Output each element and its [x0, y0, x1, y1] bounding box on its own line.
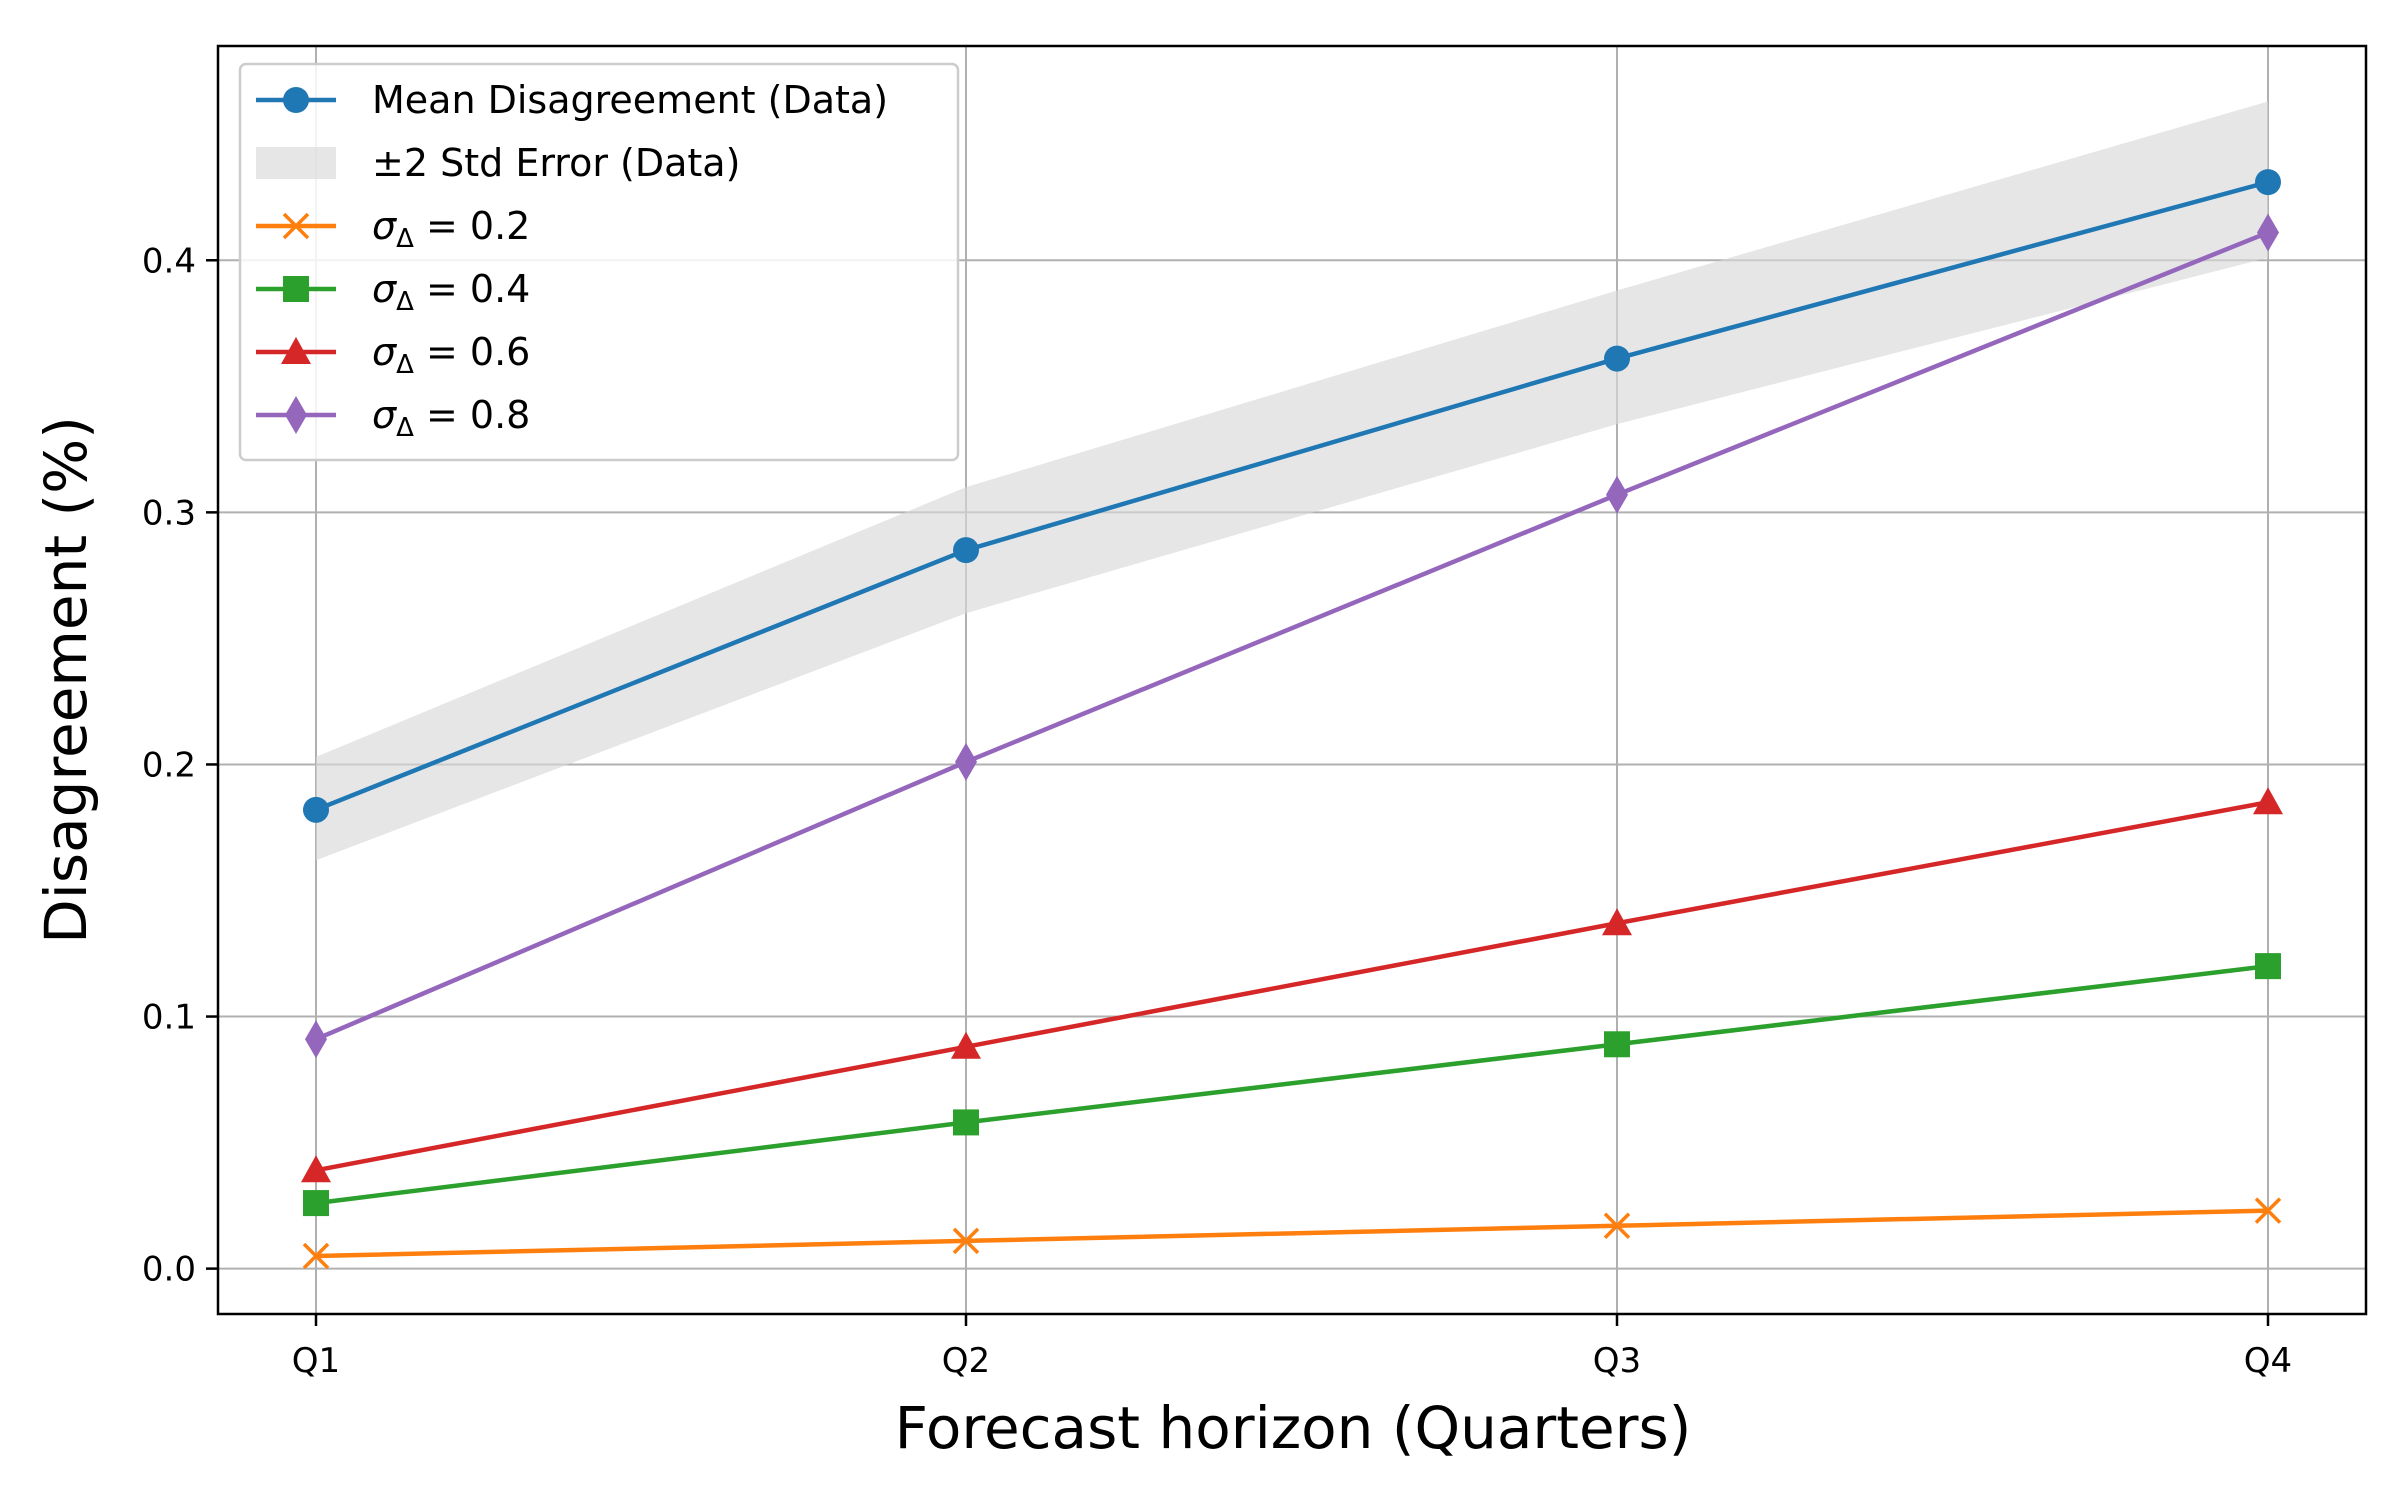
std-error-band: [316, 101, 2268, 861]
legend-label: σΔ = 0.2: [372, 204, 530, 254]
marker-shape: [1606, 475, 1628, 514]
data-point: [953, 537, 979, 564]
marker-shape: [285, 396, 307, 434]
legend-label: σΔ = 0.6: [372, 330, 530, 380]
legend-subscript: Δ: [396, 287, 414, 317]
y-tick-label: 0.0: [142, 1250, 196, 1290]
data-point: [301, 1155, 331, 1183]
x-tick-label: Q3: [1593, 1341, 1641, 1381]
marker-shape: [305, 1020, 327, 1059]
legend-sigma: σ: [372, 330, 398, 374]
marker-shape: [1604, 1031, 1630, 1058]
data-point: [1606, 475, 1628, 514]
y-tick-label: 0.1: [142, 998, 196, 1038]
marker-shape: [283, 87, 309, 113]
data-point: [2254, 1197, 2282, 1224]
legend-value: = 0.6: [414, 330, 530, 374]
data-point: [1604, 345, 1630, 372]
data-point: [305, 1020, 327, 1059]
data-point: [302, 1242, 330, 1270]
x-tick-label: Q2: [942, 1341, 990, 1381]
legend-band-swatch: [256, 147, 336, 179]
legend-box: [238, 62, 960, 462]
data-point: [1604, 1031, 1630, 1058]
marker-shape: [2257, 213, 2279, 252]
marker-shape: [301, 1155, 331, 1183]
marker-shape: [303, 1190, 329, 1217]
data-point: [2253, 787, 2283, 815]
marker-shape: [2253, 787, 2283, 815]
marker-shape: [1603, 1212, 1631, 1240]
legend-sigma: σ: [372, 267, 398, 311]
legend-marker: [283, 87, 309, 113]
marker-shape: [953, 1109, 979, 1136]
marker-shape: [955, 742, 977, 781]
legend-label: ±2 Std Error (Data): [372, 141, 740, 185]
legend-value: = 0.2: [414, 204, 530, 248]
marker-shape: [302, 1242, 330, 1270]
marker-shape: [283, 276, 309, 302]
legend-value: = 0.4: [414, 267, 530, 311]
data-point: [1603, 1212, 1631, 1240]
legend-label: σΔ = 0.8: [372, 393, 530, 443]
series-line: [315, 800, 2269, 1173]
series-line: [315, 963, 2269, 1206]
legend-subscript: Δ: [396, 350, 414, 380]
series-line: [315, 179, 2269, 812]
legend-subscript: Δ: [396, 224, 414, 254]
legend-sigma: σ: [372, 393, 398, 437]
series-line: [315, 230, 2269, 1042]
legend-marker: [282, 212, 310, 240]
marker-shape: [2255, 953, 2281, 980]
legend: Mean Disagreement (Data) ±2 Std Error (Da…: [238, 62, 960, 462]
legend-marker: [285, 396, 307, 434]
data-point: [303, 1190, 329, 1217]
marker-shape: [2255, 169, 2281, 196]
series-line: [315, 1208, 2269, 1259]
x-axis-label: Forecast horizon (Quarters): [895, 1394, 1692, 1462]
marker-shape: [2254, 1197, 2282, 1224]
marker-shape: [303, 796, 329, 823]
marker-shape: [952, 1227, 980, 1255]
marker-shape: [953, 537, 979, 564]
legend-label: σΔ = 0.4: [372, 267, 530, 317]
data-point: [1602, 908, 1632, 936]
data-point: [2255, 169, 2281, 196]
data-point: [952, 1227, 980, 1255]
data-point: [953, 1109, 979, 1136]
y-tick-label: 0.4: [142, 241, 196, 281]
x-tick-label: Q4: [2244, 1341, 2292, 1381]
data-point: [2257, 213, 2279, 252]
legend-marker: [281, 337, 311, 364]
plot-frame: [216, 44, 2368, 1316]
marker-shape: [282, 212, 310, 240]
y-axis-label: Disagreement (%): [32, 416, 100, 944]
data-point: [2255, 953, 2281, 980]
data-point: [955, 742, 977, 781]
legend-subscript: Δ: [396, 413, 414, 443]
y-tick-label: 0.3: [142, 493, 196, 533]
y-tick-label: 0.2: [142, 745, 196, 785]
marker-shape: [281, 337, 311, 364]
legend-sigma: σ: [372, 204, 398, 248]
data-point: [951, 1031, 981, 1059]
marker-shape: [1604, 345, 1630, 372]
legend-label: Mean Disagreement (Data): [372, 78, 888, 122]
legend-value: = 0.8: [414, 393, 530, 437]
marker-shape: [1602, 908, 1632, 936]
x-tick-label: Q1: [292, 1341, 340, 1381]
legend-marker: [283, 276, 309, 302]
marker-shape: [951, 1031, 981, 1059]
data-point: [303, 796, 329, 823]
